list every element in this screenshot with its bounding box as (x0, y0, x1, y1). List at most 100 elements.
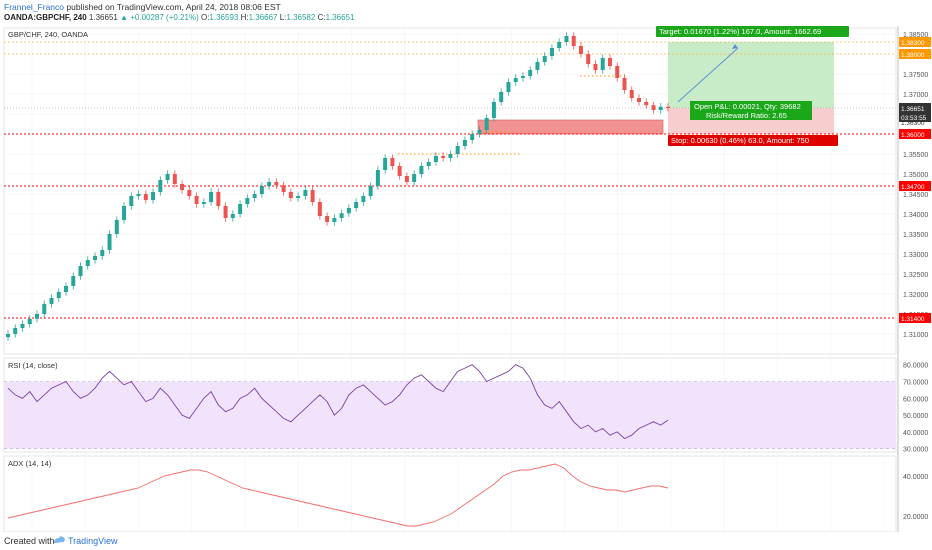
high-value: 1.36667 (248, 13, 278, 22)
level-label-6: 1.31400 (901, 316, 925, 323)
candle-body (180, 184, 185, 190)
level-label-3: 1.36300 (901, 120, 925, 127)
candle-body (122, 206, 127, 220)
rsi-tick-label: 80.0000 (903, 363, 928, 370)
rsi-line (7, 364, 669, 440)
candle-body (223, 206, 228, 218)
tradingview-brand[interactable]: TradingView (68, 536, 118, 546)
candle-body (303, 190, 308, 196)
y-tick-label: 1.35000 (903, 172, 928, 179)
y-tick-label: 1.37000 (903, 92, 928, 99)
risk-reward-label: Risk/Reward Ratio: 2.65 (706, 111, 787, 120)
main-pane-title: GBP/CHF, 240, OANDA (8, 30, 88, 39)
chart-canvas[interactable]: 1.385001.375001.370001.365001.355001.350… (0, 26, 932, 544)
candle-body (462, 140, 467, 146)
y-tick-label: 1.35500 (903, 152, 928, 159)
candle-body (513, 78, 518, 82)
candle-body (607, 58, 612, 66)
candle-body (194, 196, 199, 204)
candle-body (209, 192, 214, 202)
candle-body (100, 250, 105, 256)
level-label-2: 1.36651 (901, 106, 925, 113)
candle-body (564, 36, 569, 42)
candle-body (390, 158, 395, 166)
symbol-label: OANDA:GBPCHF, 240 (4, 13, 87, 22)
candle-body (252, 194, 257, 198)
candle-body (288, 192, 293, 198)
y-tick-label: 1.32000 (903, 292, 928, 299)
candle-body (426, 162, 431, 166)
target-label: Target: 0.01670 (1.22%) 167.0, Amount: 1… (659, 27, 821, 36)
candle-body (586, 54, 591, 64)
candle-body (172, 174, 177, 184)
candle-body (49, 298, 54, 304)
candle-body (151, 192, 156, 200)
y-tick-label: 1.33500 (903, 232, 928, 239)
rsi-tick-label: 50.0000 (903, 413, 928, 420)
candle-body (35, 314, 40, 319)
candle-body (448, 154, 453, 158)
candle-body (622, 78, 627, 90)
y-tick-label: 1.32500 (903, 272, 928, 279)
level-label-bg-4 (899, 129, 931, 139)
candle-body (143, 194, 148, 200)
candle-body (317, 202, 322, 216)
candle-body (412, 174, 417, 182)
level-label-bg-0 (899, 37, 931, 47)
candle-body (644, 102, 649, 106)
y-tick-label: 1.37500 (903, 72, 928, 79)
open-value: 1.36593 (209, 13, 239, 22)
candle-body (528, 70, 533, 76)
candle-body (535, 62, 540, 70)
candle-body (216, 192, 221, 206)
adx-line (7, 463, 669, 527)
rsi-tick-label: 70.0000 (903, 380, 928, 387)
candle-body (6, 334, 10, 338)
target-zone (668, 42, 834, 108)
adx-pane-title: ADX (14, 14) (8, 459, 52, 468)
candle-body (520, 76, 525, 78)
level-label-bg-6 (899, 313, 931, 323)
candle-body (600, 58, 605, 70)
candle-body (557, 42, 562, 48)
candle-body (651, 105, 656, 110)
candle-body (238, 204, 243, 214)
candle-body (259, 186, 264, 194)
candle-body (549, 48, 554, 56)
target-arrow-line (677, 47, 739, 103)
last-price: 1.36651 (88, 13, 118, 22)
candle-body (470, 134, 475, 140)
candle-body (245, 198, 250, 204)
candle-body (339, 213, 344, 218)
candle-body (42, 304, 47, 314)
candle-body (383, 158, 388, 170)
candle-body (230, 214, 235, 218)
candle-body (375, 170, 380, 186)
open-label: O: (200, 13, 210, 22)
pane-adx (3, 455, 897, 533)
candle-body (542, 56, 547, 62)
published-text: published on TradingView.com, April 24, … (64, 2, 281, 12)
y-tick-label: 1.34500 (903, 192, 928, 199)
candle-body (20, 324, 25, 328)
candle-body (107, 234, 112, 250)
candle-body (93, 256, 98, 260)
y-tick-label: 1.33000 (903, 252, 928, 259)
candle-body (636, 98, 641, 102)
candle-body (629, 90, 634, 98)
candle-body (455, 146, 460, 154)
stop-label: Stop: 0.00630 (0.46%) 63.0, Amount: 750 (671, 136, 809, 145)
price-change: +0.00287 (+0.21%) (130, 13, 199, 22)
candle-body (361, 196, 366, 202)
candle-body (484, 118, 489, 130)
rsi-tick-label: 40.0000 (903, 430, 928, 437)
candle-body (78, 266, 83, 276)
target-label-bg (656, 26, 849, 37)
author-link[interactable]: Frannel_Franco (4, 2, 65, 12)
candle-body (114, 220, 119, 234)
candle-body (136, 194, 141, 196)
countdown-label: 03:53:55 (901, 115, 927, 122)
candle-body (499, 92, 504, 102)
candle-body (354, 202, 359, 208)
candle-body (296, 196, 301, 198)
